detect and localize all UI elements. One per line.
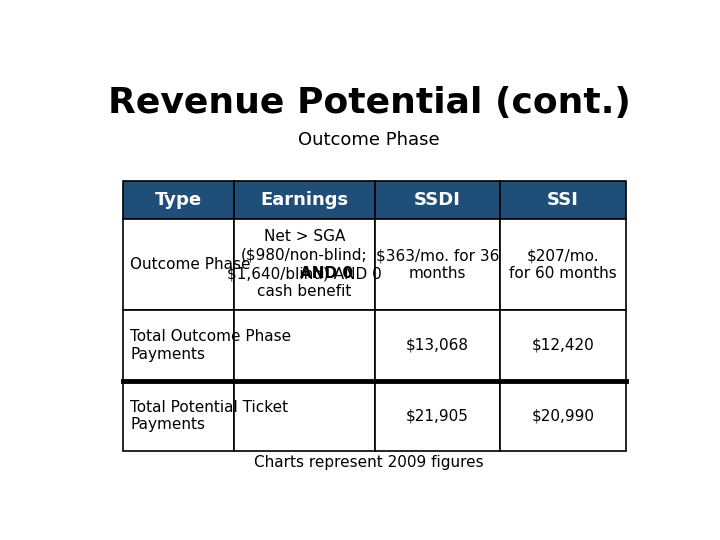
Text: cash benefit: cash benefit — [257, 285, 351, 299]
Text: Outcome Phase: Outcome Phase — [130, 257, 251, 272]
Bar — [374, 310, 500, 381]
Bar — [374, 181, 500, 219]
Text: $12,420: $12,420 — [531, 338, 594, 353]
Text: AND 0: AND 0 — [300, 266, 354, 281]
Text: Total Outcome Phase
Payments: Total Outcome Phase Payments — [130, 329, 292, 362]
Bar — [124, 381, 234, 451]
Bar — [124, 181, 234, 219]
Text: Total Potential Ticket
Payments: Total Potential Ticket Payments — [130, 400, 288, 433]
Text: SSDI: SSDI — [414, 191, 461, 209]
Text: Earnings: Earnings — [260, 191, 348, 209]
Bar — [374, 219, 500, 310]
Bar — [234, 181, 374, 219]
Text: Type: Type — [155, 191, 202, 209]
Bar — [500, 310, 626, 381]
Text: $20,990: $20,990 — [531, 409, 595, 424]
Text: $1,640/blind) AND 0: $1,640/blind) AND 0 — [227, 266, 382, 281]
Bar — [124, 219, 234, 310]
Bar — [234, 381, 374, 451]
Text: Net > SGA: Net > SGA — [264, 230, 345, 245]
Bar — [500, 181, 626, 219]
Bar — [234, 219, 374, 310]
Bar — [500, 381, 626, 451]
Bar — [500, 219, 626, 310]
Text: $363/mo. for 36
months: $363/mo. for 36 months — [376, 248, 499, 281]
Text: Charts represent 2009 figures: Charts represent 2009 figures — [254, 455, 484, 470]
Bar — [234, 310, 374, 381]
Text: $21,905: $21,905 — [406, 409, 469, 424]
Text: SSI: SSI — [547, 191, 579, 209]
Text: ($980/non-blind;: ($980/non-blind; — [241, 248, 368, 263]
Text: $13,068: $13,068 — [406, 338, 469, 353]
Text: Outcome Phase: Outcome Phase — [298, 131, 440, 150]
Bar — [124, 310, 234, 381]
Text: $207/mo.
for 60 months: $207/mo. for 60 months — [509, 248, 617, 281]
Text: Revenue Potential (cont.): Revenue Potential (cont.) — [107, 85, 631, 119]
Bar — [374, 381, 500, 451]
